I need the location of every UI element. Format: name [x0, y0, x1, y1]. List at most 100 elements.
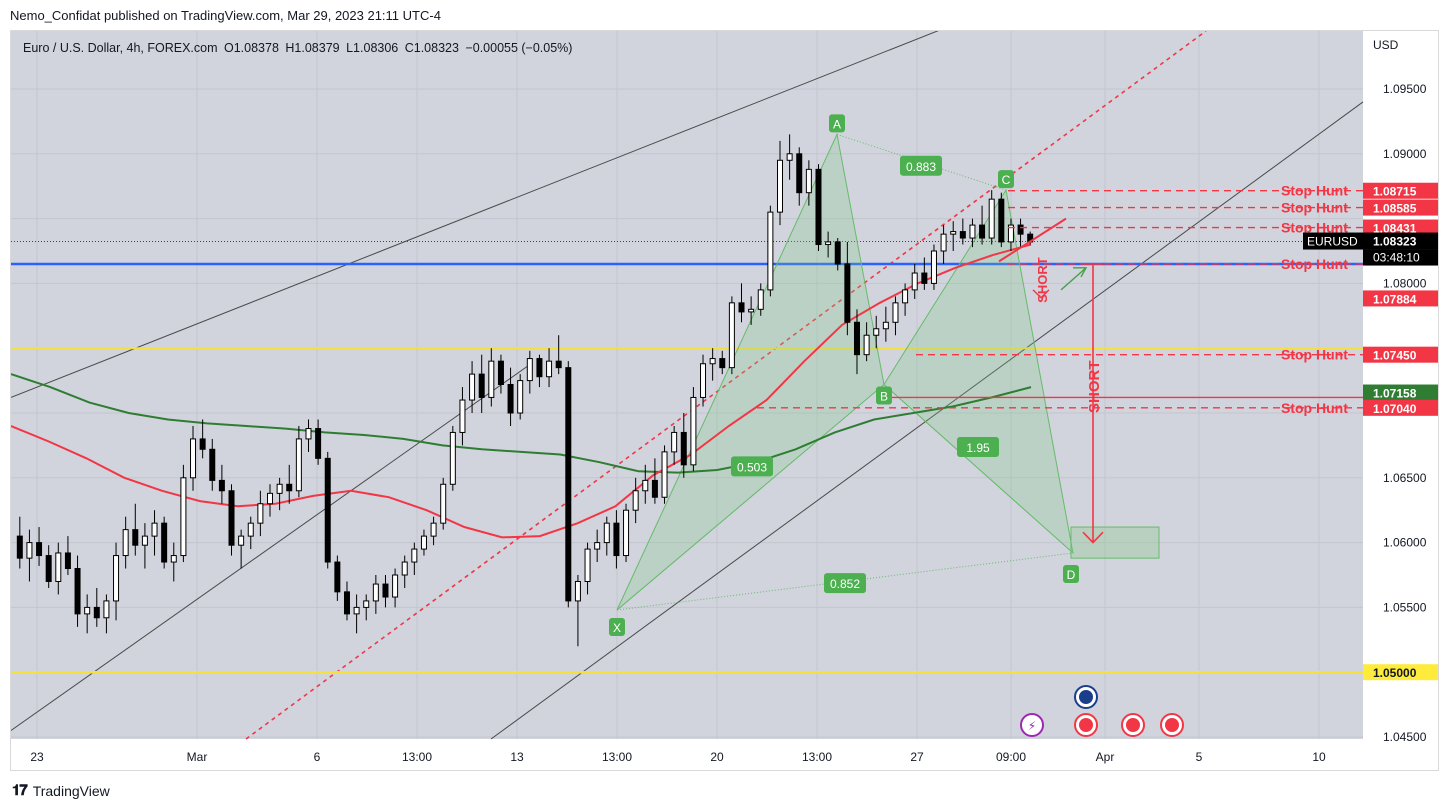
ratio-badge: 0.503 [731, 456, 773, 477]
candle-body [969, 224, 976, 239]
stop-hunt-label: Stop Hunt [1281, 220, 1348, 236]
x-tick-label: 09:00 [996, 750, 1026, 764]
candle [632, 477, 639, 524]
candle [902, 283, 909, 316]
candle [661, 445, 668, 504]
price-axis-tag: 1.07884 [1363, 290, 1438, 307]
x-tick-label: 13:00 [802, 750, 832, 764]
candle-body [930, 250, 937, 284]
point-badge [1063, 564, 1079, 583]
candle-body [786, 153, 793, 161]
candle [141, 523, 148, 569]
candle-body [642, 479, 649, 492]
time-axis-background [11, 739, 1363, 770]
candle-body [449, 431, 456, 485]
candle-body [372, 583, 379, 602]
candle [440, 477, 447, 530]
price-tag-bg [1363, 664, 1438, 681]
candle-body [257, 503, 264, 524]
candle [526, 350, 533, 394]
candle-body [122, 529, 129, 557]
candle-body [719, 358, 726, 369]
candle [478, 354, 485, 413]
pattern-point-c: C [998, 170, 1014, 189]
us-event-flag-icon [1160, 713, 1184, 737]
eu-event-flag-icon [1074, 685, 1098, 709]
published-header: Nemo_Confidat published on TradingView.c… [10, 8, 441, 23]
candle [411, 542, 418, 575]
candle-body [690, 396, 697, 466]
candle [777, 140, 783, 226]
candle [873, 315, 880, 349]
candle-body [16, 535, 23, 559]
ratio-badge-bg [824, 573, 866, 594]
candle-body [950, 231, 957, 235]
currency-label: USD [1373, 38, 1399, 52]
candle-body [728, 302, 735, 369]
pattern-point-x: X [609, 617, 625, 636]
candle-body [873, 328, 880, 336]
ticker-box: EURUSD 1.08323 03:48:10 [1303, 232, 1438, 266]
stop-hunt-label: Stop Hunt [1281, 256, 1348, 272]
candle [651, 458, 658, 504]
y-tick-label: 1.09500 [1383, 82, 1427, 96]
ratio-label: 0.503 [737, 460, 767, 474]
candle [603, 516, 610, 556]
candle-body [286, 483, 293, 492]
candle-body [565, 367, 572, 602]
candle [334, 555, 341, 601]
candle [565, 361, 572, 608]
candle [844, 241, 851, 336]
candle-body [36, 542, 43, 557]
candle [113, 542, 120, 621]
candle [247, 516, 254, 550]
chart-panel[interactable]: Stop Hunt Stop Hunt Stop Hunt Stop Hunt Stop… [10, 30, 1439, 771]
candle [295, 425, 302, 498]
x-tick-label: 13 [510, 750, 524, 764]
candle [267, 484, 273, 517]
candle [507, 367, 514, 426]
change-value: −0.00055 (−0.05%) [465, 41, 573, 55]
candle-body [238, 535, 245, 546]
lower-channel-line-left [11, 363, 532, 731]
candle [536, 354, 543, 388]
candle-body [738, 302, 745, 313]
candle-body [305, 428, 312, 440]
candle-body [497, 360, 504, 385]
candle [940, 225, 947, 264]
footer-brand[interactable]: 𝟏𝟕 TradingView [12, 782, 110, 799]
ticker-symbol: EURUSD [1307, 235, 1358, 249]
y-tick-label: 1.04500 [1383, 730, 1427, 744]
candle [911, 263, 918, 299]
point-badge [998, 170, 1014, 189]
price-tag-bg [1363, 219, 1438, 236]
symbol-label[interactable]: Euro / U.S. Dollar, 4h, FOREX.com [23, 41, 218, 55]
point-label: C [1002, 173, 1011, 187]
candle [132, 503, 139, 556]
candle-body [700, 363, 707, 398]
candle-body [921, 272, 928, 284]
lightning-glyph: ⚡ [1028, 719, 1036, 733]
red-dotted-trendline [245, 31, 1207, 740]
candle-body [603, 522, 610, 544]
upper-channel-line [11, 31, 939, 398]
candle [825, 231, 832, 258]
price-tag-value: 1.07040 [1373, 402, 1417, 416]
candle [757, 283, 764, 316]
candle [353, 594, 360, 634]
candle-body [680, 431, 687, 466]
tradingview-logo-icon: 𝟏𝟕 [12, 782, 28, 799]
x-tick-label: Apr [1096, 750, 1115, 764]
candle [1007, 218, 1014, 251]
candle-body [209, 448, 216, 481]
candle [430, 516, 437, 546]
open-value: O1.08378 [224, 41, 279, 55]
candle [748, 296, 755, 325]
candle [988, 190, 995, 245]
candle-body [507, 383, 514, 414]
candle [382, 575, 389, 608]
candle [257, 490, 264, 537]
candle [459, 387, 466, 446]
candle-body [93, 606, 100, 619]
